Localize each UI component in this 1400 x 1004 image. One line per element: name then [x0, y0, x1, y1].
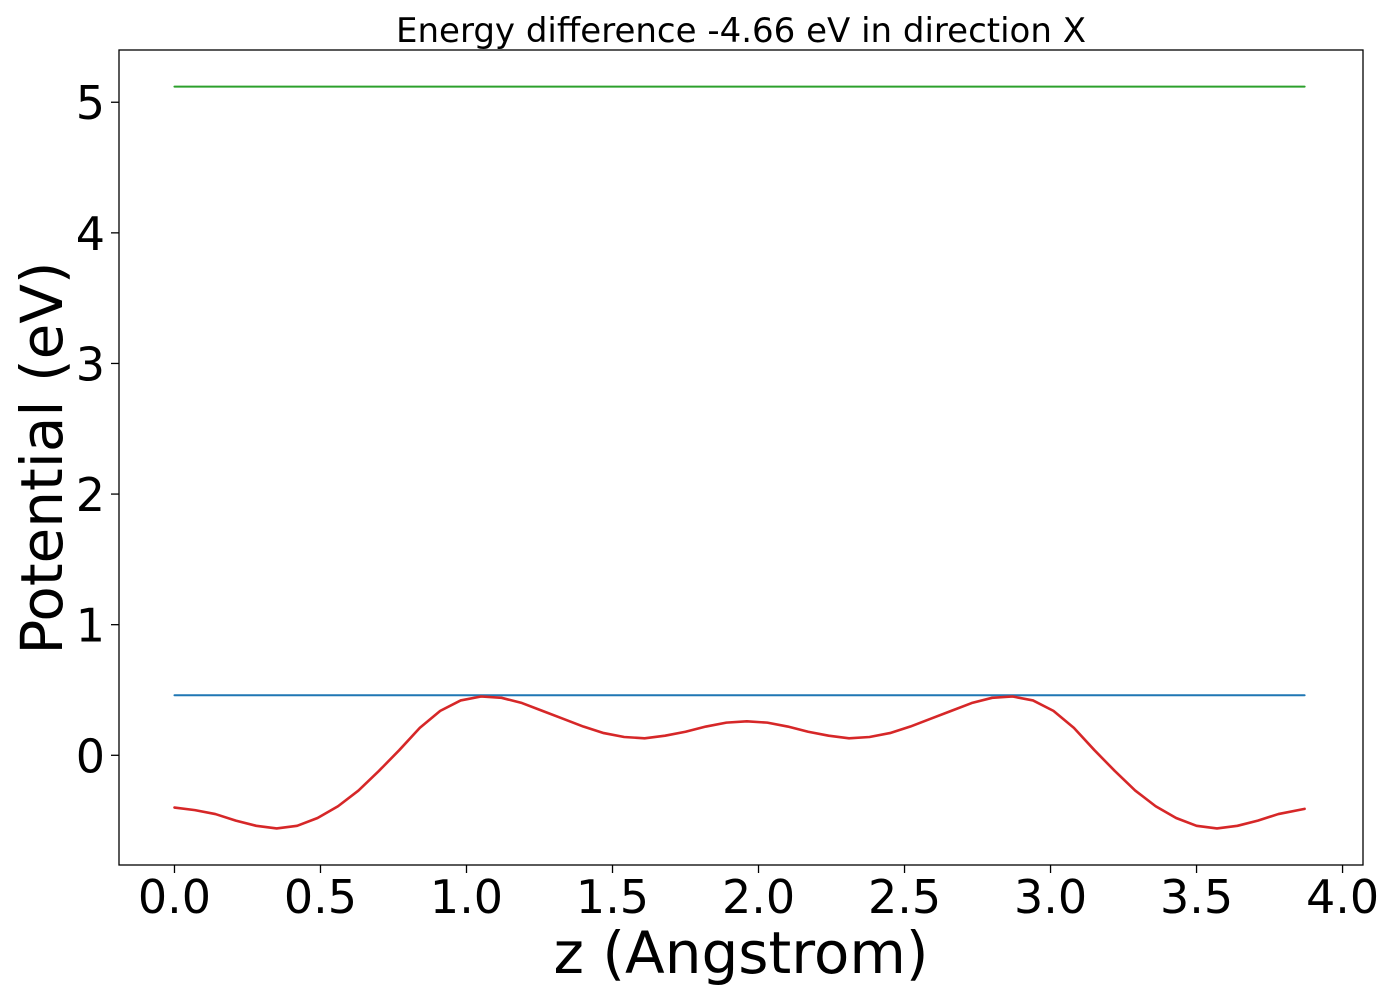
x-tick-label: 4.0 — [1306, 870, 1379, 924]
x-tick-label: 1.5 — [576, 870, 649, 924]
plot-area — [119, 50, 1363, 865]
plot-frame — [118, 49, 1364, 866]
x-tick-label: 2.5 — [868, 870, 941, 924]
x-tick-label: 1.0 — [430, 870, 503, 924]
x-axis-label: z (Angstrom) — [554, 919, 929, 987]
y-tick-label: 1 — [76, 599, 105, 653]
series-line-3 — [173, 695, 1306, 830]
y-tick-label: 2 — [76, 468, 105, 522]
y-tick-label: 5 — [76, 76, 105, 130]
x-tick-label: 0.5 — [284, 870, 357, 924]
chart-title: Energy difference -4.66 eV in direction … — [396, 11, 1086, 51]
y-tick-label: 3 — [76, 337, 105, 391]
x-tick-label: 3.0 — [1014, 870, 1087, 924]
y-axis-label: Potential (eV) — [8, 261, 76, 654]
y-tick-label: 4 — [76, 207, 105, 261]
x-tick-label: 0.0 — [138, 870, 211, 924]
x-tick-label: 3.5 — [1160, 870, 1233, 924]
x-tick-label: 2.0 — [722, 870, 795, 924]
y-tick-label: 0 — [76, 729, 105, 783]
